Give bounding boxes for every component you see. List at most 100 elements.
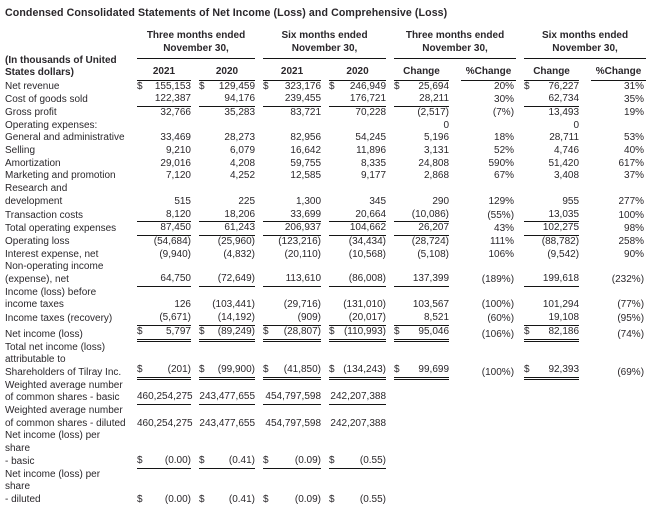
dollar-sign: $ <box>524 363 530 375</box>
amount-value: (41,850) <box>283 363 322 375</box>
amount-value: (99,900) <box>217 363 256 375</box>
amount-value: 13,035 <box>548 208 580 220</box>
amount-value: 5,797 <box>165 325 191 337</box>
amount-value: 59,755 <box>290 157 322 169</box>
amount-value: 345 <box>369 195 387 207</box>
amount-value: 18,206 <box>224 208 256 220</box>
amount-value: (0.41) <box>228 454 256 466</box>
amount-cell: (103,441) <box>191 287 255 312</box>
table-row: Transaction costs 8,120 18,206 33,699 20,664… <box>5 209 646 223</box>
table-row: Operating expenses: 0 0 <box>5 120 646 133</box>
amount-value: 28,273 <box>224 132 256 144</box>
amount-value: 515 <box>174 195 191 207</box>
percent-cell: (106%) <box>449 326 516 342</box>
table-row: Total operating expenses 87,450 61,243 206,… <box>5 222 646 236</box>
amount-cell: $25,694 <box>386 81 449 94</box>
column-header-2021-h: 2021 <box>255 59 322 81</box>
dollar-sign: $ <box>199 80 205 92</box>
amount-value: 0 <box>573 119 580 131</box>
amount-value: 290 <box>432 195 450 207</box>
percent-cell: 590% <box>449 158 516 171</box>
amount-value: 8,120 <box>165 208 191 220</box>
amount-value: (54,684) <box>153 235 191 247</box>
amount-value: 28,711 <box>549 132 580 144</box>
row-label: Operating loss <box>5 235 70 247</box>
amount-cell: 4,746 <box>516 145 579 158</box>
amount-cell: 61,243 <box>191 222 256 236</box>
amount-cell: 87,450 <box>129 222 191 236</box>
units-note: (In thousands of United States dollars) <box>5 54 117 79</box>
percent-cell: 37% <box>579 170 646 183</box>
dollar-sign: $ <box>137 494 143 505</box>
amount-cell: 0 <box>386 120 449 133</box>
amount-value: 103,567 <box>412 299 450 311</box>
amount-cell: 460,254,275 <box>129 380 193 406</box>
column-header-change-q: Change <box>386 59 450 81</box>
table-row: Non-operating income (expense), net 64,75… <box>5 261 646 287</box>
amount-cell: 19,108 <box>516 312 580 326</box>
percent-value: (7%) <box>492 106 515 118</box>
percent-value: (106%) <box>481 328 515 340</box>
amount-cell: 83,721 <box>255 107 321 120</box>
amount-value: 460,254,275 <box>137 391 193 403</box>
amount-value: (0.55) <box>359 454 387 466</box>
percent-value: 258% <box>618 235 645 247</box>
amount-cell: $ (0.09) <box>255 469 321 507</box>
percent-cell: 277% <box>579 183 646 208</box>
table-row: Net income (loss) per share - diluted $ (0… <box>5 469 646 507</box>
amount-cell: 35,283 <box>191 107 255 120</box>
amount-cell <box>516 430 579 468</box>
amount-cell: 225 <box>191 183 255 208</box>
amount-cell: 82,956 <box>255 132 321 145</box>
amount-cell: 6,079 <box>191 145 255 158</box>
amount-cell: (10,086) <box>386 208 450 223</box>
amount-value: 62,734 <box>548 93 580 105</box>
dollar-sign: $ <box>329 325 335 337</box>
row-label: Net income (loss) per share - basic <box>5 430 101 467</box>
amount-value: 5,196 <box>423 132 450 144</box>
dollar-sign: $ <box>394 80 400 92</box>
amount-value: (123,216) <box>278 235 322 247</box>
amount-cell: (34,434) <box>321 236 386 249</box>
amount-value: 92,393 <box>548 363 580 375</box>
amount-cell: 3,408 <box>516 170 579 183</box>
amount-cell: 5,196 <box>386 132 449 145</box>
percent-cell: 30% <box>449 93 516 107</box>
percent-cell <box>449 430 516 468</box>
amount-cell: 122,387 <box>129 93 191 107</box>
amount-value: 4,208 <box>229 157 256 169</box>
amount-value: (14,192) <box>217 312 256 324</box>
amount-cell: $155,153 <box>129 81 191 94</box>
amount-value: 137,399 <box>412 273 450 285</box>
amount-cell <box>516 469 579 507</box>
dollar-sign: $ <box>263 363 269 375</box>
amount-value: (10,086) <box>411 208 450 220</box>
row-label: Net revenue <box>5 80 60 92</box>
amount-value: (5,108) <box>417 248 450 260</box>
dollar-sign: $ <box>199 454 205 466</box>
percent-value: (55%) <box>487 209 515 221</box>
dollar-sign: $ <box>137 325 143 337</box>
amount-cell: (2,517) <box>386 107 449 120</box>
amount-value: (89,249) <box>217 325 256 337</box>
amount-cell: (88,782) <box>516 236 579 249</box>
amount-value: 7,120 <box>165 170 191 182</box>
amount-value: 8,335 <box>360 157 387 169</box>
col-group-three-months-change: Three months ended November 30, <box>386 30 517 59</box>
amount-value: (29,716) <box>283 299 322 311</box>
percent-cell: 67% <box>449 170 516 183</box>
percent-value: (232%) <box>611 274 645 286</box>
amount-cell: 33,469 <box>129 132 191 145</box>
column-header-2020-q: 2020 <box>191 59 256 81</box>
amount-cell: 9,210 <box>129 145 191 158</box>
amount-value: 95,046 <box>418 325 450 337</box>
percent-value: (189%) <box>481 274 515 286</box>
amount-value: 242,207,388 <box>330 417 387 429</box>
percent-value: 43% <box>494 223 515 235</box>
amount-cell: 0 <box>516 120 579 133</box>
amount-cell: $82,186 <box>516 326 580 342</box>
amount-value: 35,283 <box>224 106 256 118</box>
row-label: Total net income (loss) attributable to … <box>5 341 122 378</box>
percent-cell: 111% <box>449 236 516 249</box>
amount-cell: 54,245 <box>321 132 386 145</box>
